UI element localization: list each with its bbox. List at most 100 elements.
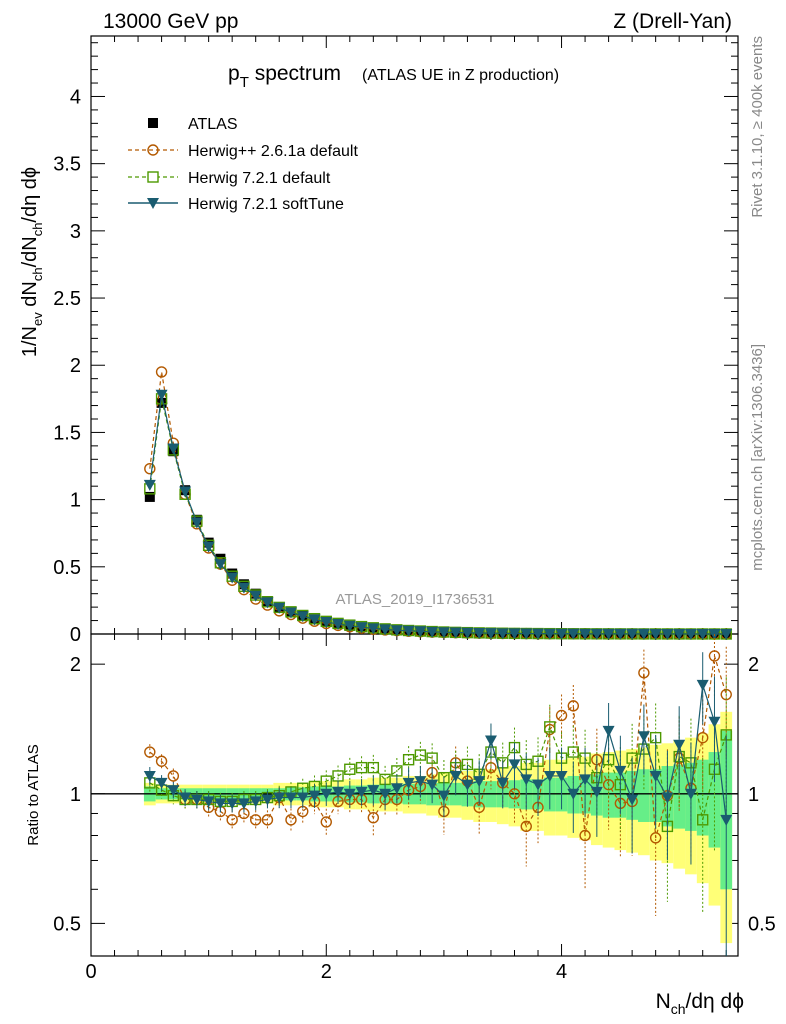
ratio-point-herwig7-softtune [449, 770, 462, 782]
ratio-point-herwig7-softtune [484, 735, 497, 747]
point-herwig7-softtune [296, 611, 309, 623]
ratio-point-herwig7-softtune [379, 788, 392, 800]
ratio-point-herwig7-softtune [426, 779, 439, 791]
ratio-point-herwig7-default [544, 721, 556, 733]
ratio-point-herwig7-softtune [202, 796, 215, 808]
ratio-panel-frame [90, 633, 739, 957]
ratio-point-herwig7-softtune [143, 770, 156, 782]
ratio-point-herwig7-softtune [555, 770, 568, 782]
y-tick-label: 3.5 [53, 154, 81, 176]
legend-label-herwig7-default: Herwig 7.2.1 default [188, 170, 331, 187]
band-green [696, 759, 709, 836]
point-herwig7-softtune [249, 590, 262, 602]
ratio-point-herwig7-softtune [708, 716, 721, 728]
ratio-point-herwig7-softtune [673, 739, 686, 751]
ratio-point-herwig7-softtune [332, 786, 345, 798]
point-herwig7-softtune [590, 628, 603, 640]
ratio-point-herwig7-softtune [237, 798, 250, 810]
point-herwig7-softtune [226, 572, 239, 584]
ratio-point-herwigpp [261, 814, 274, 826]
x-axis-label: Nch/dη dϕ [656, 990, 744, 1017]
ratio-point-herwig7-softtune [179, 792, 192, 804]
ratio-point-herwigpp [144, 746, 156, 758]
ratio-point-herwig7-softtune [320, 788, 333, 800]
ratio-point-herwig7-softtune [626, 794, 639, 806]
y-tick-label: 1 [70, 490, 81, 512]
point-herwig7-softtune [214, 559, 227, 571]
point-herwigpp [144, 463, 156, 475]
ratio-point-herwig7-softtune [720, 814, 733, 826]
point-herwig7-softtune [673, 628, 686, 640]
point-herwig7-softtune [367, 623, 380, 635]
ratio-point-herwig7-default [332, 770, 344, 782]
ratio-point-herwig7-softtune [684, 788, 697, 800]
ratio-y-axis-label: Ratio to ATLAS [25, 744, 42, 845]
y-tick-label: 3 [70, 221, 81, 243]
mcplots-side-label: mcplots.cern.ch [arXiv:1306.3436] [749, 344, 766, 571]
ratio-point-herwig7-softtune [508, 759, 521, 771]
point-herwig7-softtune [320, 617, 333, 629]
title-small: (ATLAS UE in Z production) [362, 67, 559, 84]
legend-marker-herwig7-softtune [147, 198, 159, 209]
point-herwig7-softtune [332, 619, 345, 631]
legend-entry-herwigpp: Herwig++ 2.6.1a default [128, 143, 358, 160]
ratio-point-herwigpp [579, 829, 591, 842]
point-herwig7-softtune [614, 628, 627, 640]
y-tick-label: 1.5 [53, 422, 81, 444]
ratio-point-herwig7-softtune [579, 774, 592, 786]
band-green [708, 752, 721, 848]
point-atlas [144, 491, 155, 502]
point-herwig7-softtune [508, 628, 521, 640]
point-herwig7-softtune [155, 389, 168, 401]
ratio-point-herwig7-default [567, 746, 580, 758]
point-herwig7-softtune [473, 627, 486, 639]
ratio-point-herwig7-default [344, 763, 356, 775]
ratio-point-herwig7-softtune [567, 788, 580, 800]
legend: ATLAS Herwig++ 2.6.1a default Herwig 7.2… [128, 116, 358, 213]
legend-entry-atlas: ATLAS [148, 116, 238, 133]
ratio-point-herwig7-softtune [602, 725, 615, 737]
ratio-point-herwig7-softtune [661, 792, 674, 804]
legend-label-herwigpp: Herwig++ 2.6.1a default [188, 143, 358, 160]
ratio-y-tick-label: 1 [70, 784, 81, 806]
ratio-point-herwig7-softtune [532, 779, 545, 791]
point-herwig7-softtune [202, 541, 215, 553]
legend-label-herwig7-softtune: Herwig 7.2.1 softTune [188, 196, 344, 213]
ratio-y-tick-label: 2 [70, 654, 81, 676]
y-tick-label: 2 [70, 355, 81, 377]
ratio-point-herwig7-softtune [167, 785, 180, 797]
ratio-point-herwig7-softtune [190, 794, 203, 806]
ratio-point-herwigpp [567, 700, 580, 712]
ratio-point-herwigpp [555, 709, 568, 722]
ratio-point-herwig7-default [355, 761, 368, 774]
ratio-y-tick-label-right: 1 [748, 784, 759, 806]
ratio-point-herwig7-softtune [367, 785, 380, 797]
ratio-point-herwigpp [320, 816, 332, 828]
point-herwig7-softtune [720, 628, 733, 640]
ratio-point-herwig7-default [367, 761, 380, 774]
ratio-y-tick-label-right: 0.5 [748, 913, 776, 935]
ratio-point-herwig7-softtune [273, 792, 286, 804]
ratio-point-herwig7-softtune [696, 679, 709, 691]
y-tick-label: 2.5 [53, 288, 81, 310]
point-herwig7-softtune [661, 628, 674, 640]
ratio-point-herwigpp [638, 667, 650, 679]
ratio-point-herwig7-softtune [308, 790, 321, 802]
point-herwig7-softtune [167, 443, 180, 455]
ratio-point-herwig7-softtune [214, 798, 227, 810]
ratio-point-herwig7-softtune [543, 770, 556, 782]
ratio-y-tick-label-right: 2 [748, 654, 759, 676]
legend-marker-atlas [148, 118, 158, 128]
ratio-point-herwig7-default [426, 752, 438, 764]
ratio-point-herwig7-softtune [496, 777, 509, 789]
ratio-line-herwigpp [149, 655, 727, 839]
ratio-point-herwig7-softtune [226, 798, 239, 810]
point-herwig7-softtune [649, 628, 662, 640]
point-herwig7-softtune [284, 607, 297, 619]
plot-title: pT spectrum (ATLAS UE in Z production) [228, 62, 559, 91]
ratio-point-herwig7-softtune [296, 792, 309, 804]
band-green [602, 772, 615, 818]
ratio-point-herwig7-softtune [649, 770, 662, 782]
point-herwig7-softtune [355, 622, 368, 634]
